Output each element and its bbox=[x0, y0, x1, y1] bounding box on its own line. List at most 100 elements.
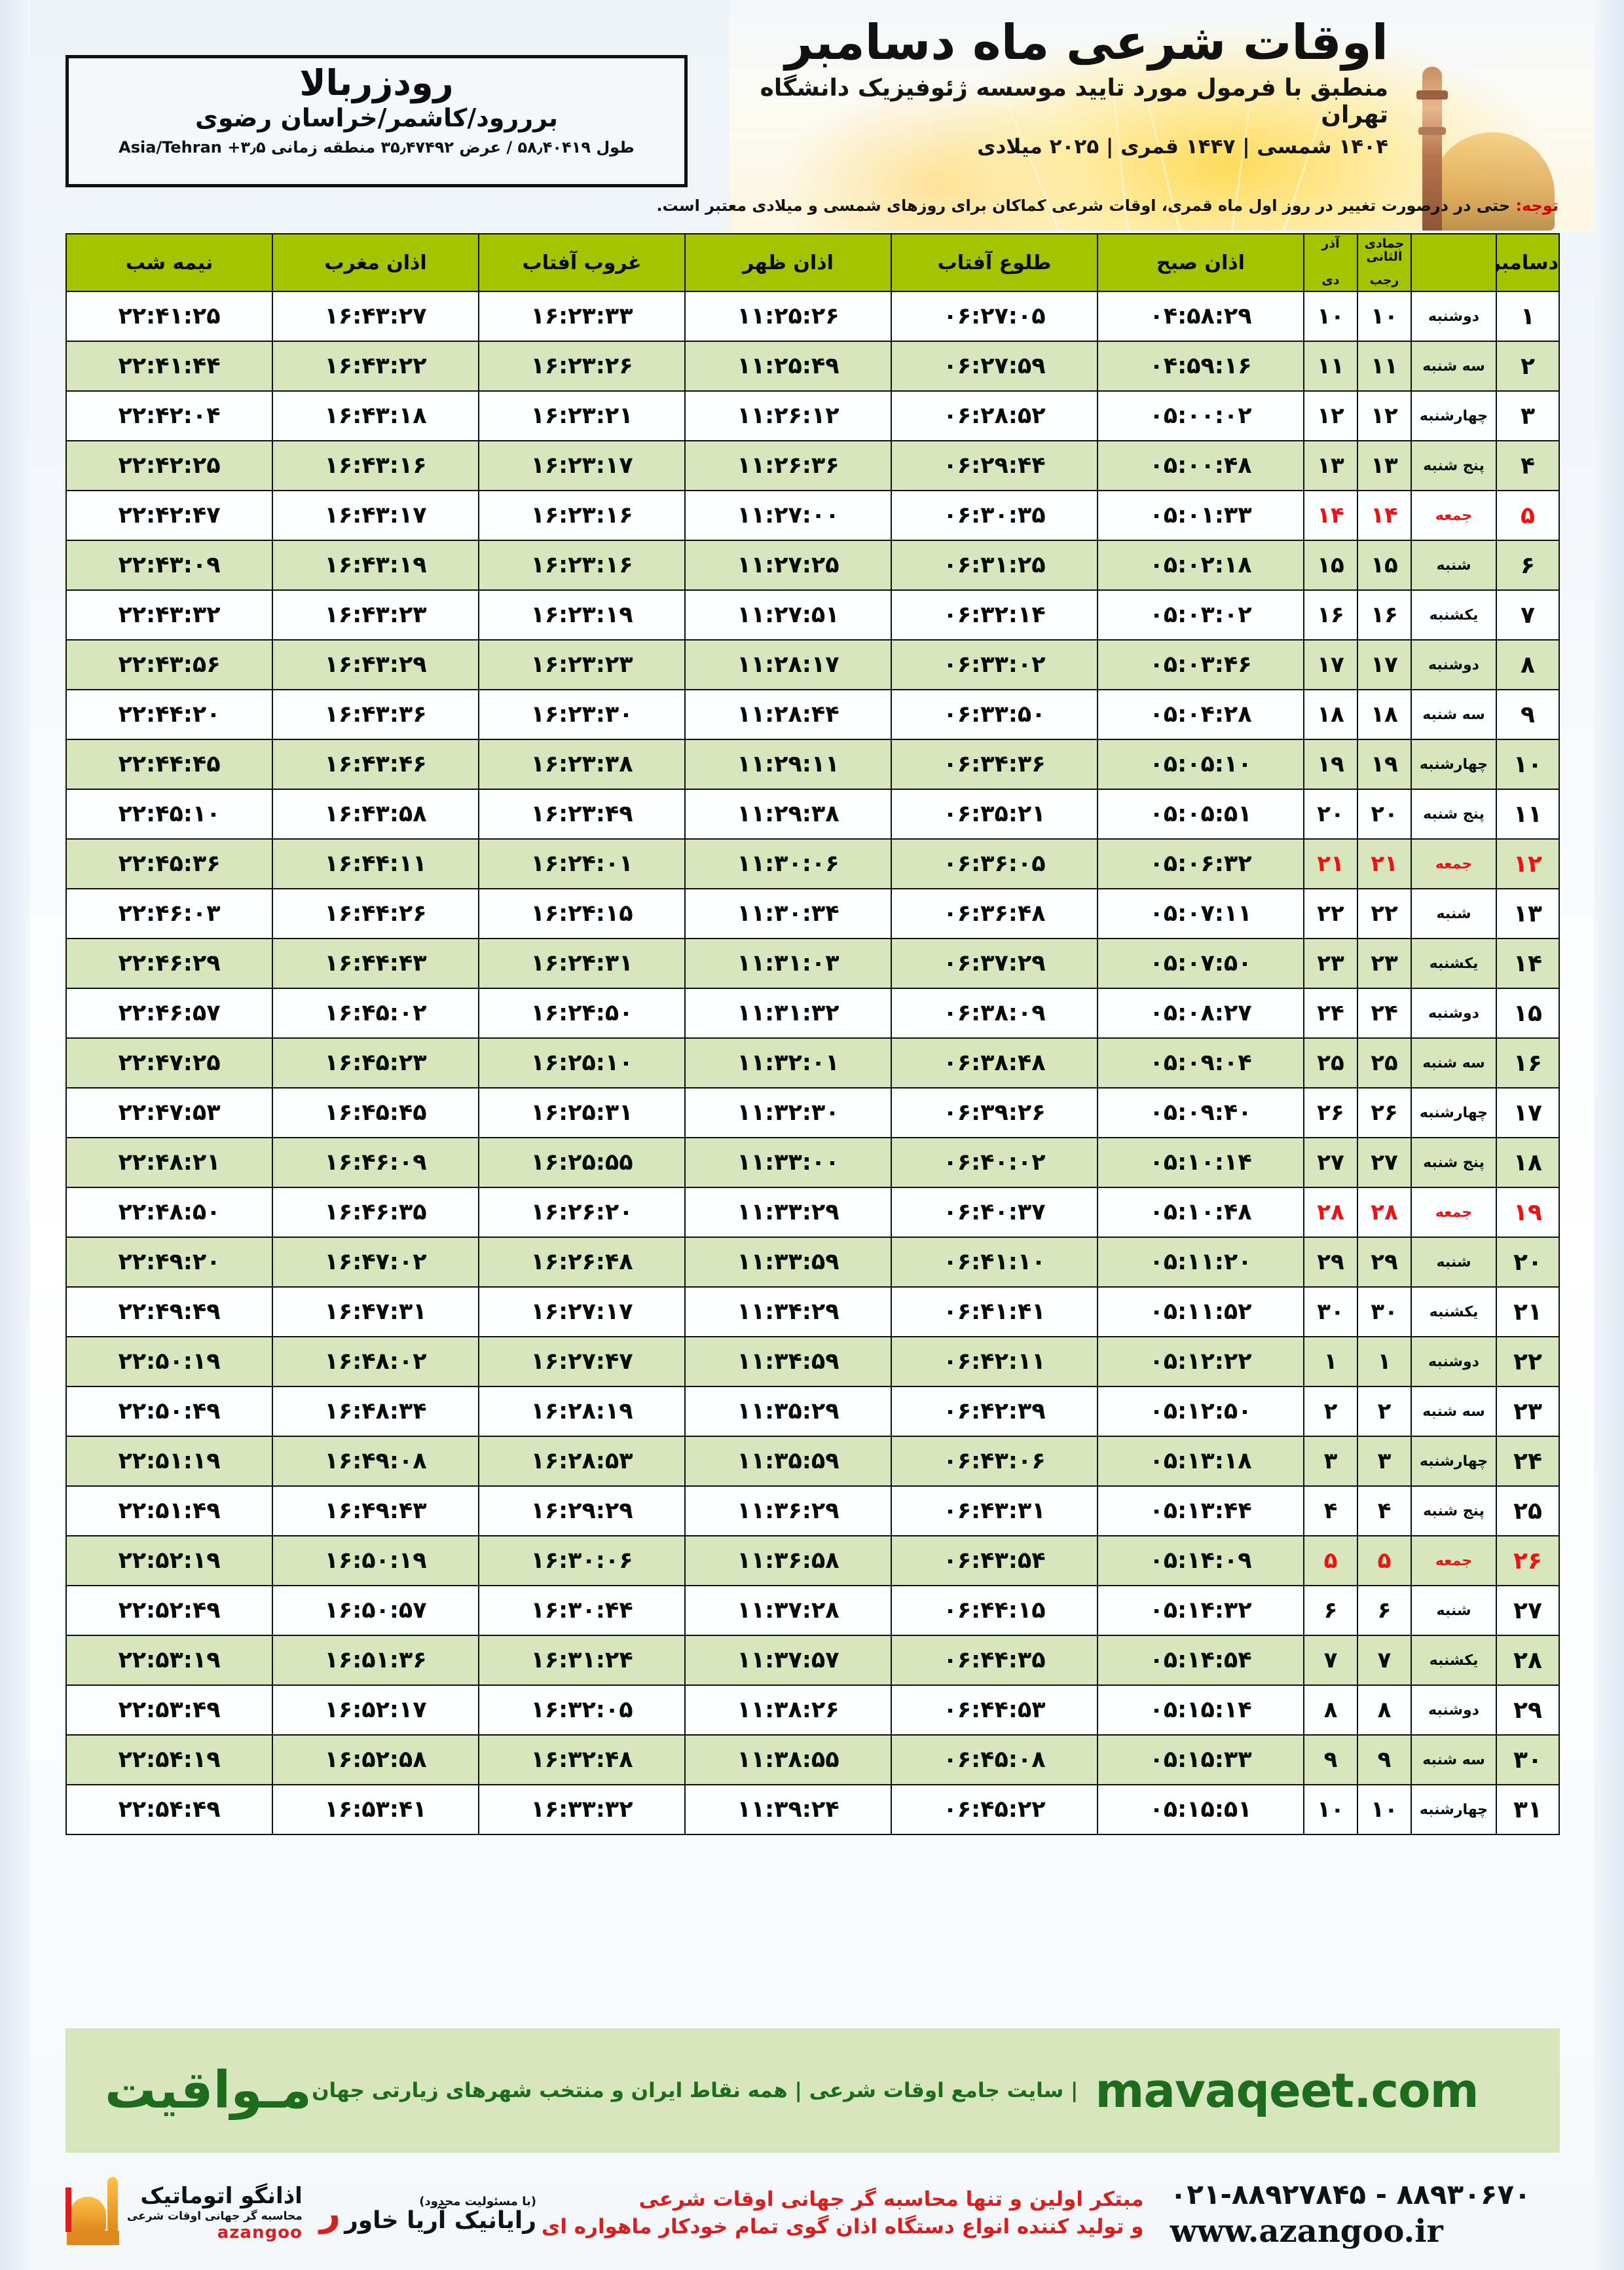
cell-gregorian-day: ۹ bbox=[1496, 689, 1560, 740]
cell-midnight: ۲۲:۵۰:۴۹ bbox=[65, 1386, 274, 1437]
cell-weekday: سه شنبه bbox=[1411, 1037, 1497, 1088]
footer-contact: ۰۲۱-۸۸۹۲۷۸۴۵ - ۸۸۹۳۰۶۷۰ www.azangoo.ir bbox=[1170, 2178, 1531, 2250]
table-row: ۲۷ شنبه ۶ ۶ ۰۵:۱۴:۳۲ ۰۶:۴۴:۱۵ ۱۱:۳۷:۲۸ ۱۶:۳۰:۴۴… bbox=[65, 1585, 1560, 1636]
table-row: ۱۴ یکشنبه ۲۳ ۲۳ ۰۵:۰۷:۵۰ ۰۶:۳۷:۲۹ ۱۱:۳۱:۰۳ ۱۶:۲… bbox=[65, 938, 1560, 989]
cell-dhuhr: ۱۱:۲۷:۵۱ bbox=[684, 589, 893, 641]
header-decorative-art bbox=[729, 0, 1594, 231]
footer-slogan-line1: مبتکر اولین و تنها محاسبه گر جهانی اوقات… bbox=[638, 2187, 1144, 2212]
cell-sunset: ۱۶:۲۳:۱۶ bbox=[478, 540, 686, 591]
cell-dhuhr: ۱۱:۳۷:۲۸ bbox=[684, 1585, 893, 1636]
page-header: اوقات شرعی ماه دسامبر منطبق با فرمول مور… bbox=[0, 0, 1624, 231]
table-row: ۲۲ دوشنبه ۱ ۱ ۰۵:۱۲:۲۲ ۰۶:۴۲:۱۱ ۱۱:۳۴:۵۹ ۱۶:۲۷:… bbox=[65, 1336, 1560, 1387]
cell-dhuhr: ۱۱:۳۷:۵۷ bbox=[684, 1635, 893, 1686]
cell-sunrise: ۰۶:۴۴:۵۳ bbox=[891, 1684, 1098, 1736]
table-row: ۷ یکشنبه ۱۶ ۱۶ ۰۵:۰۳:۰۲ ۰۶:۳۲:۱۴ ۱۱:۲۷:۵۱ ۱۶:۲۳… bbox=[65, 589, 1560, 641]
cell-sunrise: ۰۶:۴۲:۳۹ bbox=[891, 1386, 1098, 1437]
cell-gregorian-day: ۲۷ bbox=[1496, 1585, 1560, 1636]
cell-weekday: دوشنبه bbox=[1411, 291, 1497, 342]
cell-midnight: ۲۲:۴۷:۵۳ bbox=[65, 1087, 274, 1138]
cell-fajr: ۰۵:۰۷:۵۰ bbox=[1097, 938, 1304, 989]
cell-maghrib: ۱۶:۴۴:۴۳ bbox=[272, 938, 480, 989]
header-dhuhr: اذان ظهر bbox=[684, 233, 893, 292]
mavaqeet-brand: مـواقیت bbox=[105, 2061, 312, 2120]
cell-maghrib: ۱۶:۴۷:۳۱ bbox=[272, 1286, 480, 1337]
cell-hijri-day: ۲۷ bbox=[1357, 1137, 1412, 1188]
cell-shamsi-day: ۳ bbox=[1302, 1436, 1359, 1487]
cell-dhuhr: ۱۱:۲۹:۱۱ bbox=[684, 739, 893, 790]
footer-website[interactable]: www.azangoo.ir bbox=[1170, 2212, 1443, 2250]
cell-midnight: ۲۲:۴۶:۵۷ bbox=[65, 988, 274, 1039]
cell-sunrise: ۰۶:۲۸:۵۲ bbox=[891, 390, 1098, 441]
cell-midnight: ۲۲:۴۱:۲۵ bbox=[65, 291, 274, 342]
cell-sunrise: ۰۶:۲۷:۵۹ bbox=[891, 341, 1098, 392]
cell-gregorian-day: ۳۱ bbox=[1496, 1784, 1560, 1835]
cell-maghrib: ۱۶:۴۵:۰۲ bbox=[272, 988, 480, 1039]
cell-gregorian-day: ۲۳ bbox=[1496, 1386, 1560, 1437]
cell-maghrib: ۱۶:۴۶:۰۹ bbox=[272, 1137, 480, 1188]
azangoo-latin-name: azangoo bbox=[217, 2223, 303, 2242]
cell-gregorian-day: ۱۵ bbox=[1496, 988, 1560, 1039]
cell-sunrise: ۰۶:۳۶:۰۵ bbox=[891, 838, 1098, 889]
cell-shamsi-day: ۷ bbox=[1302, 1635, 1359, 1686]
cell-sunset: ۱۶:۲۳:۲۶ bbox=[478, 341, 686, 392]
cell-maghrib: ۱۶:۴۵:۴۵ bbox=[272, 1087, 480, 1138]
header-sunrise: طلوع آفتاب bbox=[891, 233, 1098, 292]
rayanik-mark: ر bbox=[319, 2191, 341, 2235]
cell-midnight: ۲۲:۴۴:۲۰ bbox=[65, 689, 274, 740]
cell-hijri-day: ۱۵ bbox=[1357, 540, 1412, 591]
cell-maghrib: ۱۶:۵۱:۳۶ bbox=[272, 1635, 480, 1686]
cell-weekday: چهارشنبه bbox=[1411, 390, 1497, 441]
cell-dhuhr: ۱۱:۳۳:۵۹ bbox=[684, 1237, 893, 1288]
cell-weekday: جمعه bbox=[1411, 490, 1497, 541]
cell-gregorian-day: ۶ bbox=[1496, 540, 1560, 591]
cell-gregorian-day: ۱۸ bbox=[1496, 1137, 1560, 1188]
cell-dhuhr: ۱۱:۳۶:۲۹ bbox=[684, 1485, 893, 1536]
cell-maghrib: ۱۶:۴۹:۰۸ bbox=[272, 1436, 480, 1487]
table-body: ۱ دوشنبه ۱۰ ۱۰ ۰۴:۵۸:۲۹ ۰۶:۲۷:۰۵ ۱۱:۲۵:۲۶ ۱۶:۲۳… bbox=[65, 291, 1560, 1835]
table-row: ۲۱ یکشنبه ۳۰ ۳۰ ۰۵:۱۱:۵۲ ۰۶:۴۱:۴۱ ۱۱:۳۴:۲۹ ۱۶:۲… bbox=[65, 1286, 1560, 1337]
cell-hijri-day: ۱۳ bbox=[1357, 440, 1412, 491]
cell-dhuhr: ۱۱:۳۱:۰۳ bbox=[684, 938, 893, 989]
cell-dhuhr: ۱۱:۲۷:۲۵ bbox=[684, 540, 893, 591]
mosque-dome-icon bbox=[1430, 132, 1555, 231]
cell-fajr: ۰۵:۰۸:۲۷ bbox=[1097, 988, 1304, 1039]
cell-fajr: ۰۵:۱۵:۳۳ bbox=[1097, 1734, 1304, 1785]
cell-gregorian-day: ۱۴ bbox=[1496, 938, 1560, 989]
cell-weekday: دوشنبه bbox=[1411, 639, 1497, 690]
cell-midnight: ۲۲:۴۶:۲۹ bbox=[65, 938, 274, 989]
header-fajr: اذان صبح bbox=[1097, 233, 1304, 292]
header-sunset: غروب آفتاب bbox=[478, 233, 686, 292]
cell-dhuhr: ۱۱:۳۱:۳۲ bbox=[684, 988, 893, 1039]
table-header-row: دسامبر جمادی الثانی رجب آذر دی bbox=[65, 233, 1560, 292]
cell-sunrise: ۰۶:۳۴:۳۶ bbox=[891, 739, 1098, 790]
cell-fajr: ۰۴:۵۹:۱۶ bbox=[1097, 341, 1304, 392]
cell-dhuhr: ۱۱:۲۹:۳۸ bbox=[684, 789, 893, 840]
cell-shamsi-day: ۱۳ bbox=[1302, 440, 1359, 491]
cell-gregorian-day: ۱۶ bbox=[1496, 1037, 1560, 1088]
cell-fajr: ۰۵:۰۳:۴۶ bbox=[1097, 639, 1304, 690]
cell-weekday: چهارشنبه bbox=[1411, 1784, 1497, 1835]
cell-gregorian-day: ۳۰ bbox=[1496, 1734, 1560, 1785]
cell-sunrise: ۰۶:۳۸:۰۹ bbox=[891, 988, 1098, 1039]
cell-sunset: ۱۶:۳۰:۰۶ bbox=[478, 1535, 686, 1586]
cell-sunset: ۱۶:۲۳:۳۸ bbox=[478, 739, 686, 790]
cell-hijri-day: ۲ bbox=[1357, 1386, 1412, 1437]
cell-hijri-day: ۳ bbox=[1357, 1436, 1412, 1487]
city-info-box: رودزربالا برررود/کاشمر/خراسان رضوی طول ۵… bbox=[65, 55, 688, 187]
cell-gregorian-day: ۲۵ bbox=[1496, 1485, 1560, 1536]
cell-sunset: ۱۶:۲۸:۵۳ bbox=[478, 1436, 686, 1487]
mavaqeet-url[interactable]: mavaqeet.com bbox=[1095, 2063, 1479, 2118]
cell-sunset: ۱۶:۲۳:۲۱ bbox=[478, 390, 686, 441]
footer-phone: ۰۲۱-۸۸۹۲۷۸۴۵ - ۸۸۹۳۰۶۷۰ bbox=[1170, 2178, 1531, 2210]
page-footer: اذانگو اتوماتیک محاسبه گر جهانی اوقات شر… bbox=[65, 2161, 1560, 2266]
cell-sunrise: ۰۶:۴۲:۱۱ bbox=[891, 1336, 1098, 1387]
table-row: ۲۳ سه شنبه ۲ ۲ ۰۵:۱۲:۵۰ ۰۶:۴۲:۳۹ ۱۱:۳۵:۲۹ ۱۶:۲۸… bbox=[65, 1386, 1560, 1437]
cell-gregorian-day: ۱۲ bbox=[1496, 838, 1560, 889]
table-row: ۱۶ سه شنبه ۲۵ ۲۵ ۰۵:۰۹:۰۴ ۰۶:۳۸:۴۸ ۱۱:۳۲:۰۱ ۱۶:… bbox=[65, 1037, 1560, 1088]
cell-shamsi-day: ۱۸ bbox=[1302, 689, 1359, 740]
cell-fajr: ۰۵:۱۵:۱۴ bbox=[1097, 1684, 1304, 1736]
table-row: ۶ شنبه ۱۵ ۱۵ ۰۵:۰۲:۱۸ ۰۶:۳۱:۲۵ ۱۱:۲۷:۲۵ ۱۶:۲۳:۱… bbox=[65, 540, 1560, 591]
cell-sunrise: ۰۶:۲۹:۴۴ bbox=[891, 440, 1098, 491]
cell-gregorian-day: ۲۴ bbox=[1496, 1436, 1560, 1487]
cell-weekday: یکشنبه bbox=[1411, 589, 1497, 641]
